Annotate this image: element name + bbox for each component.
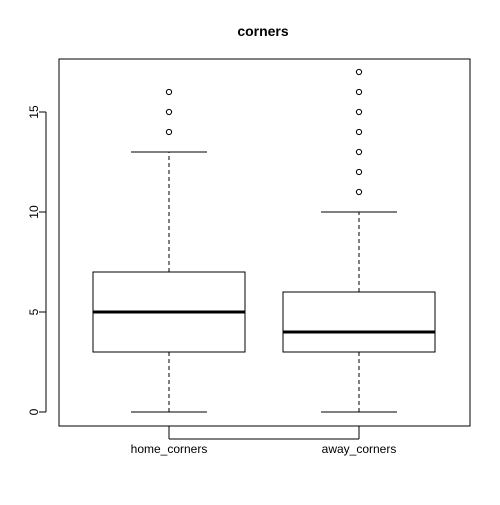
outlier-point bbox=[355, 88, 363, 96]
boxes bbox=[92, 68, 436, 413]
outlier-point bbox=[355, 68, 363, 76]
y-tick-label: 0 bbox=[27, 408, 41, 415]
box-home_corners bbox=[92, 88, 246, 413]
iqr-box bbox=[282, 291, 436, 353]
x-tick-label: home_corners bbox=[131, 442, 208, 456]
outlier-point bbox=[355, 128, 363, 136]
outlier-point bbox=[165, 88, 173, 96]
x-tick-label: away_corners bbox=[322, 442, 397, 456]
y-tick-label: 15 bbox=[27, 105, 41, 119]
outlier-point bbox=[165, 108, 173, 116]
x-axis: home_corners away_corners bbox=[131, 426, 397, 456]
chart-title: corners bbox=[237, 23, 289, 39]
y-tick-label: 10 bbox=[27, 205, 41, 219]
outlier-point bbox=[355, 148, 363, 156]
outlier-point bbox=[355, 168, 363, 176]
y-tick-label: 5 bbox=[27, 308, 41, 315]
y-axis: 0 5 10 15 bbox=[27, 105, 47, 415]
plot-frame bbox=[58, 58, 471, 427]
outlier-point bbox=[355, 188, 363, 196]
outlier-point bbox=[165, 128, 173, 136]
outlier-point bbox=[355, 108, 363, 116]
box-away_corners bbox=[282, 68, 436, 413]
